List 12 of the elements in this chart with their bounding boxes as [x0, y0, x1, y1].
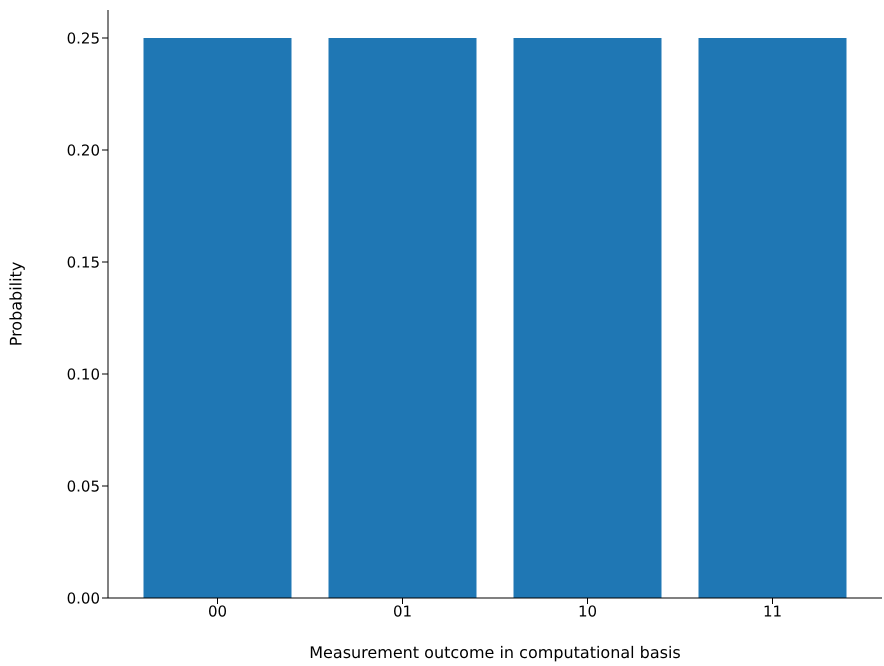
y-tick-label: 0.05 — [66, 477, 100, 496]
y-tick-label: 0.25 — [66, 29, 100, 48]
y-tick-label: 0.15 — [66, 253, 100, 272]
x-axis-title: Measurement outcome in computational basis — [309, 643, 681, 662]
y-axis-title: Probability — [6, 262, 26, 346]
y-tick-label: 0.00 — [66, 589, 100, 608]
x-tick-label: 01 — [392, 602, 412, 621]
x-tick-label: 11 — [762, 602, 782, 621]
y-tick-label: 0.20 — [66, 141, 100, 160]
x-tick-label: 00 — [208, 602, 228, 621]
y-tick-label: 0.10 — [66, 365, 100, 384]
x-tick-label: 10 — [578, 602, 598, 621]
